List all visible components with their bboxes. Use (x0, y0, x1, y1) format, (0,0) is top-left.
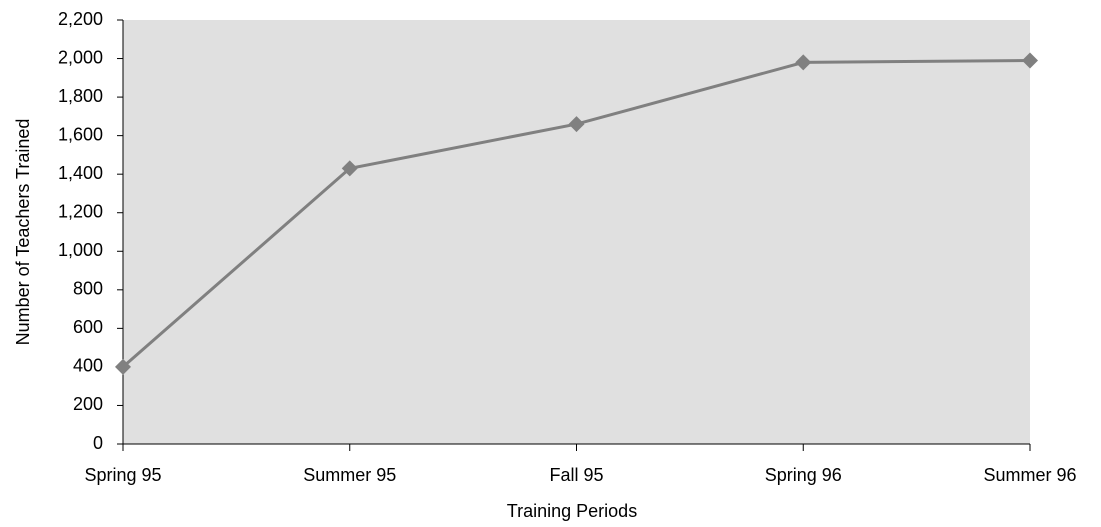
y-tick-label: 0 (93, 433, 103, 453)
y-tick-label: 1,000 (58, 240, 103, 260)
data-point (795, 54, 812, 71)
y-tick-label: 600 (73, 317, 103, 337)
plot-area (123, 20, 1030, 444)
data-point (115, 358, 131, 375)
y-tick-label: 200 (73, 394, 103, 414)
y-tick-label: 2,000 (58, 47, 103, 67)
y-tick-label: 1,400 (58, 163, 103, 183)
y-tick-label: 800 (73, 279, 103, 299)
data-point (568, 116, 585, 133)
x-tick-label: Summer 96 (983, 465, 1076, 485)
y-tick-label: 1,200 (58, 201, 103, 221)
y-tick-label: 2,200 (58, 9, 103, 29)
y-tick-label: 1,800 (58, 86, 103, 106)
y-axis-label: Number of Teachers Trained (13, 119, 33, 346)
x-tick-label: Fall 95 (549, 465, 603, 485)
data-point (1022, 52, 1038, 69)
x-axis-label: Training Periods (507, 501, 637, 521)
data-point (341, 160, 358, 177)
x-tick-label: Spring 96 (765, 465, 842, 485)
y-tick-label: 1,600 (58, 124, 103, 144)
y-tick-label: 400 (73, 356, 103, 376)
x-tick-label: Summer 95 (303, 465, 396, 485)
x-tick-label: Spring 95 (84, 465, 161, 485)
